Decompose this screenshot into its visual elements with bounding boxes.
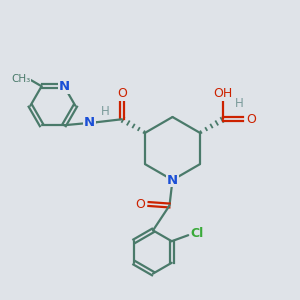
Text: H: H: [101, 105, 110, 118]
Text: H: H: [235, 97, 244, 110]
Text: OH: OH: [214, 87, 233, 100]
Text: O: O: [246, 113, 256, 126]
Text: Cl: Cl: [190, 227, 204, 240]
Text: O: O: [136, 197, 145, 211]
Text: N: N: [58, 80, 70, 93]
Text: N: N: [167, 173, 178, 187]
Text: N: N: [84, 116, 95, 129]
Text: O: O: [117, 87, 127, 100]
Text: CH₃: CH₃: [11, 74, 31, 84]
